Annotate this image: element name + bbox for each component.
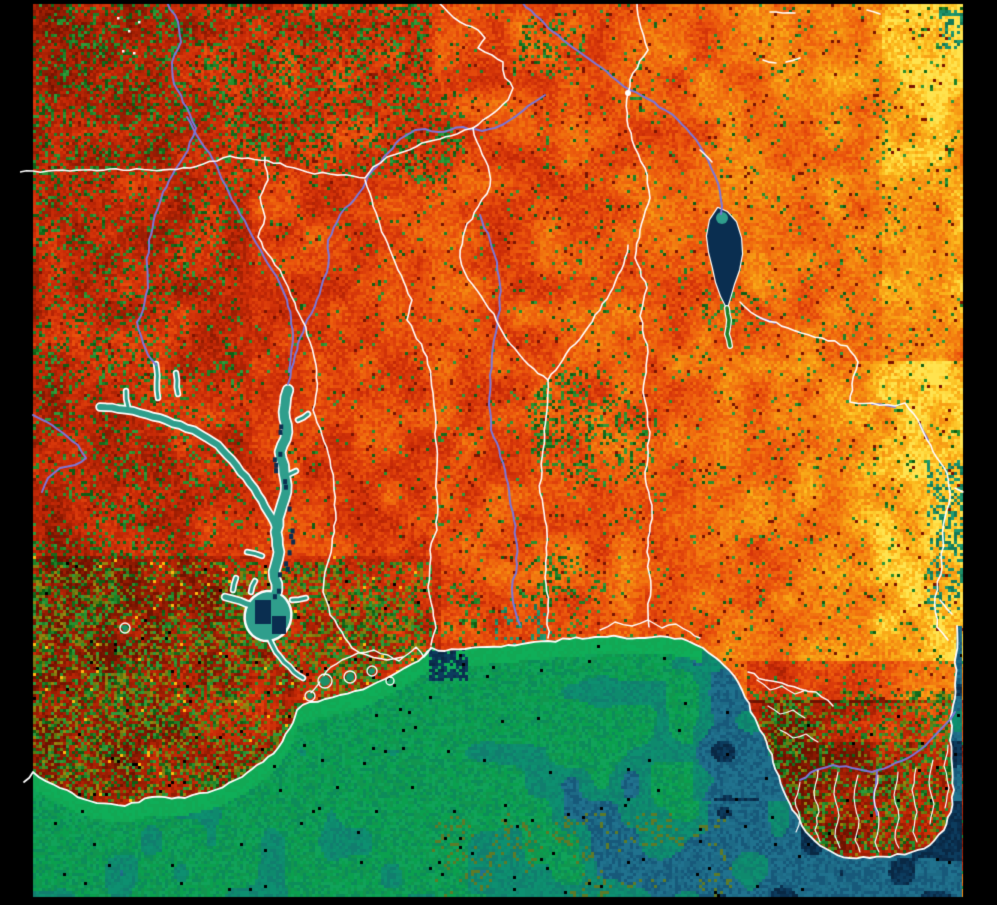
satellite-map-canvas bbox=[0, 0, 997, 905]
screenshot-root bbox=[0, 0, 997, 905]
